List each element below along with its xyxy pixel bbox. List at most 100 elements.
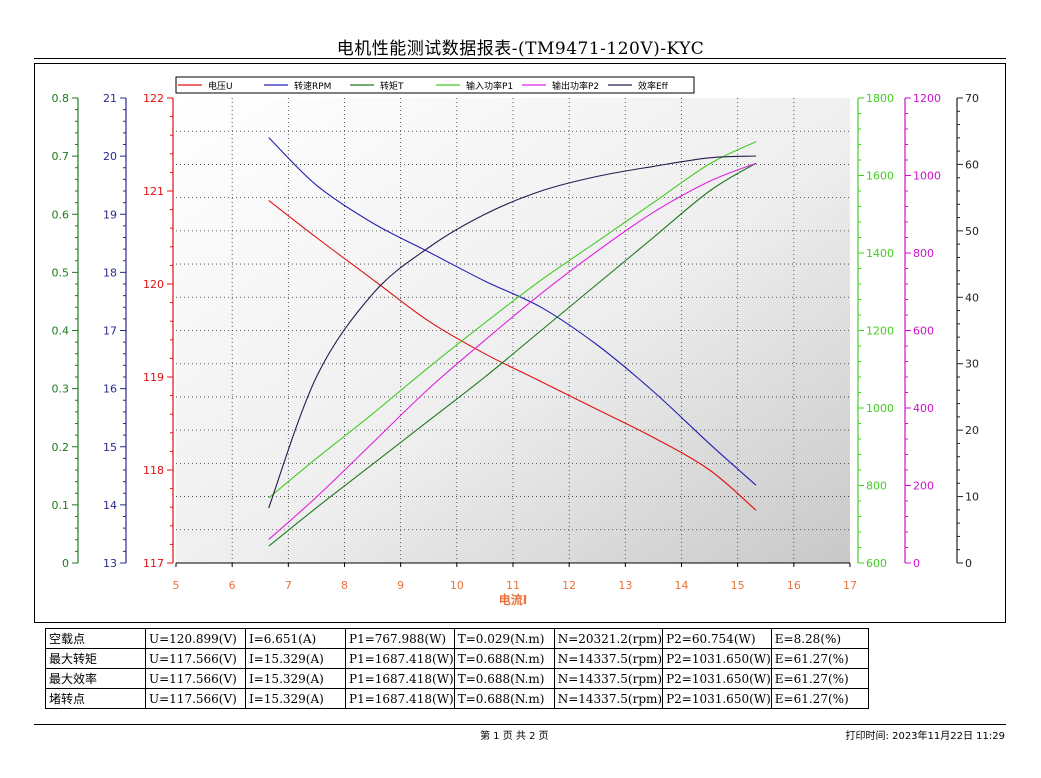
p2-tick-label: 600 — [913, 325, 934, 338]
rpm-tick-label: 15 — [103, 441, 117, 454]
legend-item: 输入功率P1 — [436, 80, 513, 92]
eff-tick-label: 70 — [965, 92, 979, 105]
table-cell: I=15.329(A) — [245, 688, 346, 709]
table-cell: T=0.688(N.m) — [453, 688, 555, 709]
x-tick-label: 17 — [843, 579, 857, 592]
table-cell: N=14337.5(rpm) — [553, 648, 664, 669]
table-cell: N=14337.5(rpm) — [553, 688, 664, 709]
table-cell: P1=1687.418(W) — [345, 668, 455, 689]
p1-tick-label: 800 — [866, 480, 887, 493]
p2-tick-label: 1000 — [913, 170, 941, 183]
legend-label: 输出功率P2 — [552, 80, 599, 92]
legend-label: 转速RPM — [294, 80, 331, 92]
p1-tick-label: 600 — [866, 557, 887, 570]
chart-frame — [34, 63, 1006, 623]
p1-tick-label: 1800 — [866, 92, 894, 105]
table-cell: T=0.688(N.m) — [453, 648, 555, 669]
p2-tick-label: 400 — [913, 402, 934, 415]
legend-item: 转矩T — [350, 80, 404, 92]
table-cell: I=15.329(A) — [245, 668, 346, 689]
p2-tick-label: 0 — [913, 557, 920, 570]
table-cell: P2=1031.650(W) — [662, 648, 772, 669]
torque-tick-label: 0.2 — [52, 441, 70, 454]
legend-label: 电压U — [208, 80, 233, 92]
table-cell: P2=1031.650(W) — [662, 668, 772, 689]
eff-tick-label: 30 — [965, 358, 979, 371]
voltage-tick-label: 120 — [143, 278, 164, 291]
row-label-cell: 最大转矩 — [45, 648, 146, 669]
table-cell: E=61.27(%) — [770, 648, 869, 669]
x-tick-label: 12 — [562, 579, 576, 592]
rpm-tick-label: 16 — [103, 383, 117, 396]
eff-tick-label: 60 — [965, 158, 979, 171]
table-cell: E=61.27(%) — [770, 668, 869, 689]
table-cell: P2=60.754(W) — [662, 628, 772, 649]
p2-tick-label: 1200 — [913, 92, 941, 105]
series-line-rpm — [268, 137, 757, 486]
torque-tick-label: 0.6 — [52, 208, 70, 221]
eff-tick-label: 10 — [965, 491, 979, 504]
table-cell: P1=1687.418(W) — [345, 648, 455, 669]
report-title: 电机性能测试数据报表-(TM9471-120V)-KYC — [336, 39, 705, 59]
rpm-tick-label: 19 — [103, 208, 117, 221]
rpm-tick-label: 21 — [103, 92, 117, 105]
eff-tick-label: 20 — [965, 424, 979, 437]
table-row: 堵转点 U=117.566(V) I=15.329(A) P1=1687.418(W)… — [45, 688, 869, 709]
p1-tick-label: 1200 — [866, 325, 894, 338]
x-tick-label: 6 — [229, 579, 236, 592]
rpm-tick-label: 18 — [103, 266, 117, 279]
table-cell: P2=1031.650(W) — [662, 688, 772, 709]
voltage-tick-label: 118 — [143, 464, 164, 477]
summary-table: 空载点 U=120.899(V) I=6.651(A) P1=767.988(W) T=… — [45, 628, 869, 709]
footer-divider — [34, 724, 1006, 725]
table-cell: N=20321.2(rpm) — [553, 628, 664, 649]
eff-tick-label: 50 — [965, 225, 979, 238]
legend-item: 输出功率P2 — [522, 80, 599, 92]
table-cell: E=61.27(%) — [770, 688, 869, 709]
series-lines — [268, 137, 757, 547]
legend-label: 输入功率P1 — [466, 80, 513, 92]
table-cell: P1=767.988(W) — [345, 628, 455, 649]
eff-tick-label: 0 — [965, 557, 972, 570]
x-tick-label: 8 — [341, 579, 348, 592]
axes: 5 6 7 8 9 10 11 12 13 14 15 16 17 0 0.1 0.2 0.3 0.4 0.5 0.6… — [52, 92, 980, 592]
performance-chart: 5 6 7 8 9 10 11 12 13 14 15 16 17 0 0.1 0.2 0.3 0.4 0.5 0.6… — [52, 76, 980, 607]
rpm-tick-label: 20 — [103, 150, 117, 163]
series-line-eff — [268, 155, 757, 509]
x-tick-label: 15 — [731, 579, 745, 592]
legend-item: 效率Eff — [608, 80, 669, 92]
torque-tick-label: 0.1 — [52, 499, 70, 512]
rpm-tick-label: 17 — [103, 325, 117, 338]
table-cell: U=120.899(V) — [145, 628, 246, 649]
row-label-cell: 堵转点 — [45, 688, 146, 709]
torque-tick-label: 0.5 — [52, 266, 70, 279]
table-cell: N=14337.5(rpm) — [553, 668, 664, 689]
table-cell: U=117.566(V) — [145, 688, 246, 709]
table-cell: I=15.329(A) — [245, 648, 346, 669]
table-cell: U=117.566(V) — [145, 668, 246, 689]
legend-item: 转速RPM — [264, 80, 331, 92]
x-tick-label: 16 — [787, 579, 801, 592]
row-label-cell: 空载点 — [45, 628, 146, 649]
legend-box — [175, 76, 695, 94]
voltage-tick-label: 122 — [143, 92, 164, 105]
legend-label: 效率Eff — [638, 80, 669, 92]
torque-tick-label: 0.4 — [52, 325, 70, 338]
x-tick-label: 5 — [173, 579, 180, 592]
table-cell: U=117.566(V) — [145, 648, 246, 669]
p2-tick-label: 800 — [913, 247, 934, 260]
x-tick-label: 13 — [618, 579, 632, 592]
p1-tick-label: 1600 — [866, 170, 894, 183]
eff-tick-label: 40 — [965, 291, 979, 304]
page-info: 第 1 页 共 2 页 — [480, 731, 549, 742]
row-label-cell: 最大效率 — [45, 668, 146, 689]
table-row: 最大效率 U=117.566(V) I=15.329(A) P1=1687.418(W… — [45, 668, 869, 689]
table-cell: I=6.651(A) — [245, 628, 346, 649]
p2-tick-label: 200 — [913, 480, 934, 493]
torque-tick-label: 0.3 — [52, 383, 70, 396]
p1-tick-label: 1000 — [866, 402, 894, 415]
rpm-tick-label: 13 — [103, 557, 117, 570]
table-cell: P1=1687.418(W) — [345, 688, 455, 709]
print-time: 打印时间: 2023年11月22日 11:29 — [845, 731, 1005, 742]
rpm-tick-label: 14 — [103, 499, 117, 512]
